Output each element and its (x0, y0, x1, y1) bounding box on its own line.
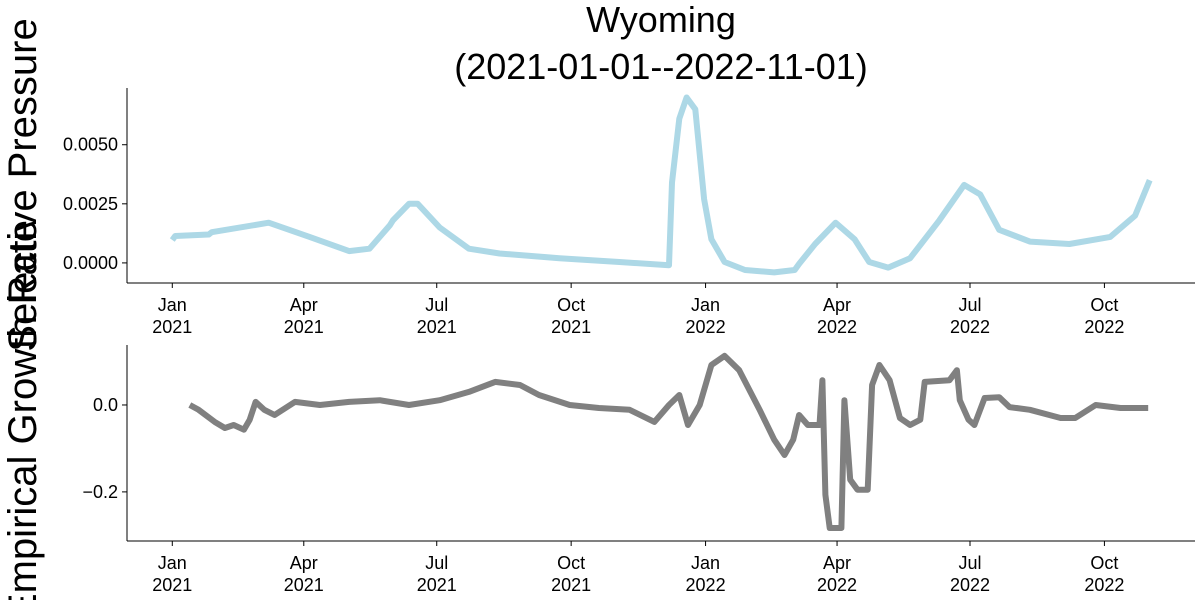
x-tick-label: Jan 2022 (686, 553, 726, 595)
y-tick-label: 0.0 (93, 395, 118, 415)
x-tick-label: Apr 2021 (284, 553, 324, 595)
x-tick-label: Apr 2021 (284, 295, 324, 337)
x-tick-label: Jul 2022 (950, 553, 990, 595)
x-tick-label: Oct 2021 (551, 295, 591, 337)
chart-title: Wyoming (586, 0, 736, 40)
chart-subtitle: (2021-01-01--2022-11-01) (454, 46, 868, 87)
y-tick-label: −0.2 (82, 482, 118, 502)
y-axis-label: Selective Pressure (1, 18, 45, 351)
x-tick-label: Oct 2022 (1084, 295, 1124, 337)
x-tick-label: Jul 2022 (950, 295, 990, 337)
x-tick-label: Jan 2021 (152, 553, 192, 595)
x-tick-label: Jan 2021 (152, 295, 192, 337)
x-tick-label: Jul 2021 (417, 553, 457, 595)
y-tick-label: 0.0025 (63, 194, 118, 214)
x-tick-label: Jan 2022 (686, 295, 726, 337)
data-line (188, 352, 1149, 531)
x-tick-label: Oct 2021 (551, 553, 591, 595)
x-tick-label: Apr 2022 (817, 553, 857, 595)
y-tick-label: 0.0050 (63, 135, 118, 155)
y-tick-label: 0.0000 (63, 253, 118, 273)
y-axis-label: Empirical Growth Rate (1, 220, 45, 600)
x-tick-label: Jul 2021 (417, 295, 457, 337)
x-tick-label: Oct 2022 (1084, 553, 1124, 595)
x-tick-label: Apr 2022 (817, 295, 857, 337)
data-line (169, 94, 1153, 276)
